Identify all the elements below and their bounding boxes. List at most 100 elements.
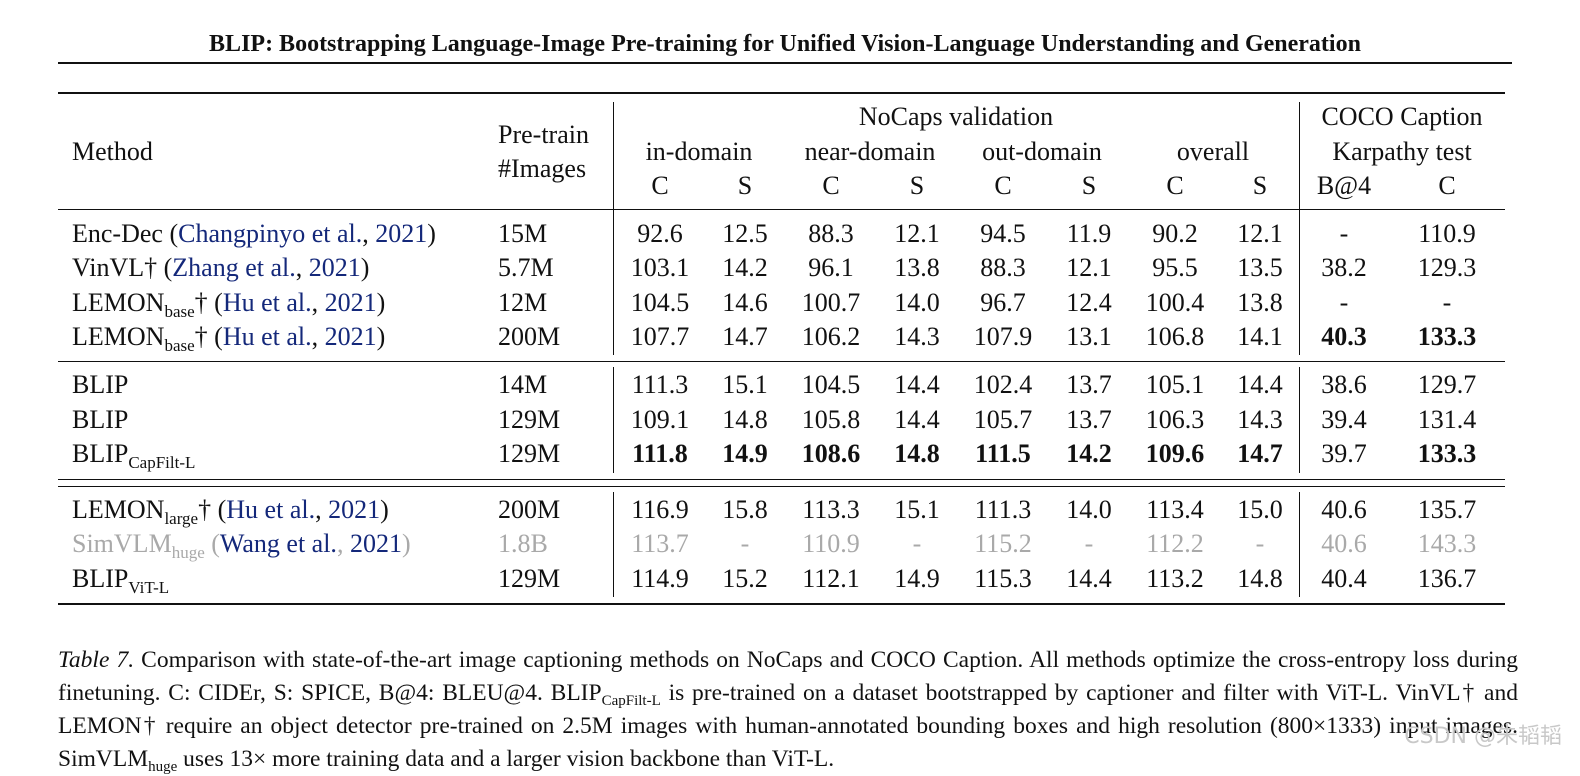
- caption-sub-1: CapFilt-L: [601, 692, 661, 709]
- method-label: VinVL: [72, 253, 145, 282]
- metric-value: -: [1442, 288, 1452, 317]
- caption-label: Table 7.: [58, 646, 135, 673]
- method-name: SimVLMhuge (Wang et al., 2021): [72, 529, 411, 561]
- metric-value: 14.0: [894, 288, 940, 317]
- method-ref-authors: Hu et al.: [226, 495, 316, 524]
- method-name: BLIPViT-L: [72, 564, 169, 596]
- method-ref-open: (: [204, 529, 220, 558]
- header-metric: C: [651, 171, 669, 200]
- method-label: BLIP: [72, 370, 129, 399]
- method-dagger: †: [144, 253, 158, 282]
- metric-value: 13.8: [894, 253, 940, 282]
- header-metric: B@4: [1316, 171, 1372, 200]
- metric-value: 14.4: [1066, 564, 1112, 593]
- metric-value: 13.7: [1066, 370, 1112, 399]
- pretrain-images: 1.8B: [498, 529, 548, 558]
- metric-value: 105.7: [973, 405, 1033, 434]
- method-ref-sep: ,: [315, 495, 329, 524]
- method-name: BLIP: [72, 370, 128, 400]
- metric-value: 14.9: [894, 564, 940, 593]
- metric-value: 109.6: [1145, 439, 1205, 468]
- pretrain-images: 200M: [498, 495, 561, 524]
- metric-value: 14.2: [722, 253, 768, 282]
- metric-value: 116.9: [631, 495, 689, 524]
- metric-value: 15.1: [722, 370, 768, 399]
- caption-text-1: Comparison with state-of-the-art image c…: [58, 646, 1519, 706]
- metric-value: -: [912, 529, 922, 558]
- metric-value: 12.5: [722, 219, 768, 248]
- header-metric: S: [1081, 171, 1097, 200]
- metric-value: 11.9: [1066, 219, 1112, 248]
- method-label: Enc-Dec: [72, 219, 163, 248]
- header-coco-group-line2: Karpathy test: [1332, 137, 1472, 166]
- method-ref-authors: Wang et al.: [219, 529, 337, 558]
- method-ref-open: (: [207, 322, 223, 351]
- metric-value: 113.3: [802, 495, 860, 524]
- header-metric: S: [1252, 171, 1268, 200]
- metric-value: 88.3: [980, 253, 1026, 282]
- metric-value: 14.4: [894, 370, 940, 399]
- metric-value: 106.8: [1145, 322, 1205, 351]
- metric-value: 14.7: [722, 322, 768, 351]
- method-ref-close: ): [401, 529, 411, 558]
- table-column-divider: [613, 367, 614, 473]
- table-rule: [58, 92, 1505, 94]
- method-ref-authors: Zhang et al.: [172, 253, 296, 282]
- metric-value: 92.6: [637, 219, 683, 248]
- method-label: SimVLM: [72, 529, 172, 558]
- header-coco-group-line1: COCO Caption: [1321, 102, 1483, 131]
- table-rule: [58, 486, 1505, 487]
- metric-value: -: [1339, 288, 1349, 317]
- metric-value: 108.6: [801, 439, 861, 468]
- method-ref-year: 2021: [349, 529, 402, 558]
- metric-value: -: [740, 529, 750, 558]
- metric-value: 94.5: [980, 219, 1026, 248]
- metric-value: 110.9: [802, 529, 860, 558]
- metric-value: -: [1339, 219, 1349, 248]
- method-subscript: base: [164, 302, 195, 321]
- method-ref-authors: Hu et al.: [222, 288, 312, 317]
- method-label: LEMON: [72, 495, 165, 524]
- method-label: BLIP: [72, 405, 129, 434]
- method-name: LEMONlarge† (Hu et al., 2021): [72, 495, 389, 527]
- metric-value: 40.6: [1321, 529, 1367, 558]
- table-column-divider: [613, 492, 614, 597]
- metric-value: 107.9: [973, 322, 1033, 351]
- metric-value: 114.9: [631, 564, 689, 593]
- table-column-divider: [1299, 367, 1300, 473]
- watermark: CSDN @朱韬韬: [1404, 724, 1562, 749]
- metric-value: 136.7: [1417, 564, 1477, 593]
- metric-value: 133.3: [1417, 439, 1477, 468]
- method-subscript: base: [164, 336, 195, 355]
- metric-value: -: [1084, 529, 1094, 558]
- running-title: BLIP: Bootstrapping Language-Image Pre-t…: [209, 31, 1361, 57]
- header-metric: C: [1166, 171, 1184, 200]
- table-column-divider: [1299, 102, 1300, 209]
- header-subgroup: near-domain: [804, 137, 936, 166]
- method-name: BLIPCapFilt-L: [72, 439, 195, 471]
- header-method: Method: [72, 137, 153, 166]
- metric-value: 15.1: [894, 495, 940, 524]
- table-rule: [58, 209, 1505, 210]
- table-rule: [58, 479, 1505, 480]
- metric-value: 135.7: [1417, 495, 1477, 524]
- table-column-divider: [613, 209, 614, 355]
- metric-value: 88.3: [808, 219, 854, 248]
- method-name: LEMONbase† (Hu et al., 2021): [72, 322, 385, 355]
- metric-value: 14.3: [1237, 405, 1283, 434]
- header-metric: S: [737, 171, 753, 200]
- metric-value: 100.4: [1145, 288, 1205, 317]
- header-metric: C: [822, 171, 840, 200]
- metric-value: 12.1: [1066, 253, 1112, 282]
- method-ref-year: 2021: [375, 219, 428, 248]
- running-title-rule: [58, 62, 1512, 64]
- metric-value: 129.7: [1417, 370, 1477, 399]
- method-name: LEMONbase† (Hu et al., 2021): [72, 288, 385, 321]
- metric-value: 95.5: [1152, 253, 1198, 282]
- header-subgroup: in-domain: [645, 137, 753, 166]
- metric-value: 131.4: [1417, 405, 1477, 434]
- metric-value: 113.2: [1146, 564, 1204, 593]
- metric-value: 143.3: [1417, 529, 1477, 558]
- metric-value: 113.7: [631, 529, 689, 558]
- pretrain-images: 129M: [498, 405, 561, 434]
